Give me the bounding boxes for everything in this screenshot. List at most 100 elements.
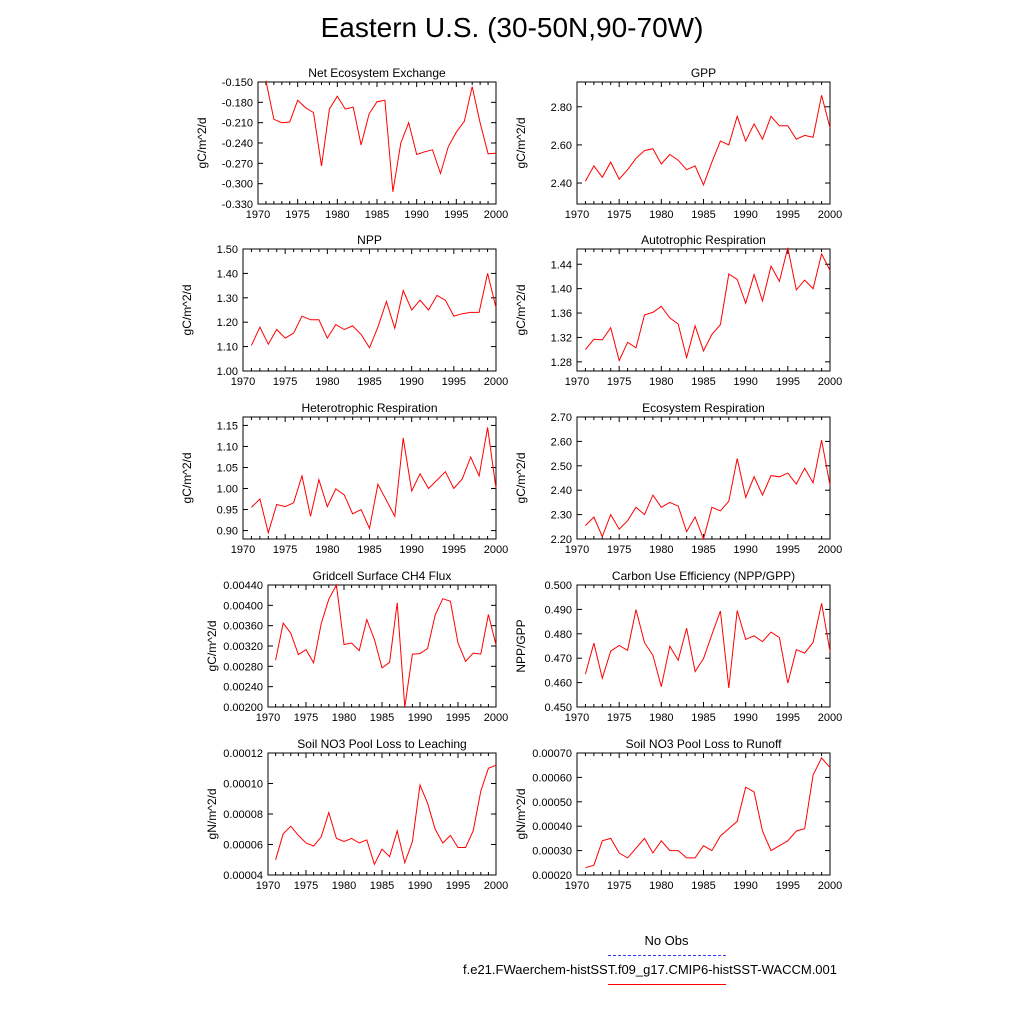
- series-line: [585, 247, 831, 363]
- y-axis-label: gC/m^2/d: [180, 285, 194, 336]
- y-axis-label: gC/m^2/d: [514, 453, 528, 504]
- y-tick-label: 0.500: [544, 580, 572, 592]
- x-tick-label: 1990: [733, 880, 757, 892]
- series-line: [265, 80, 497, 192]
- x-tick-label: 1975: [607, 544, 631, 556]
- x-tick-label: 2000: [484, 209, 508, 221]
- y-tick-label: -0.180: [222, 97, 253, 109]
- x-tick-label: 1985: [365, 209, 389, 221]
- chart-panel-3: NPP gC/m^2/d 1970 1975 1980 1985 1990 1995 2000 1…: [180, 233, 508, 388]
- chart-title: Net Ecosystem Exchange: [308, 66, 446, 80]
- x-tick-label: 1980: [649, 712, 673, 724]
- chart-title: Ecosystem Respiration: [642, 401, 765, 415]
- chart-title: NPP: [357, 233, 382, 247]
- y-tick-label: 0.00040: [532, 821, 572, 833]
- y-tick-label: 1.36: [551, 308, 572, 320]
- x-tick-label: 1975: [294, 880, 318, 892]
- y-tick-label: 1.10: [217, 441, 238, 453]
- x-tick-label: 1975: [294, 712, 318, 724]
- plot-frame: [267, 584, 497, 708]
- x-tick-label: 2000: [818, 376, 842, 388]
- series-line: [275, 583, 497, 708]
- y-tick-label: 0.00006: [223, 840, 263, 852]
- plot-frame: [242, 248, 497, 372]
- chart-panel-2: GPP gC/m^2/d 1970 1975 1980 1985 1990 1995 2000 2…: [514, 66, 842, 221]
- y-tick-label: 0.00400: [223, 600, 263, 612]
- y-tick-label: 1.00: [217, 366, 238, 378]
- y-tick-label: 0.00320: [223, 641, 263, 653]
- chart-title: Carbon Use Efficiency (NPP/GPP): [612, 569, 795, 583]
- x-tick-label: 1985: [691, 880, 715, 892]
- y-tick-label: 1.00: [217, 484, 238, 496]
- y-tick-label: 2.60: [551, 140, 572, 152]
- y-tick-label: 1.28: [551, 357, 572, 369]
- x-tick-label: 1995: [444, 209, 468, 221]
- x-tick-label: 1985: [691, 544, 715, 556]
- x-tick-label: 2000: [818, 544, 842, 556]
- x-tick-label: 1985: [691, 376, 715, 388]
- x-tick-label: 1985: [357, 544, 381, 556]
- x-tick-label: 1970: [565, 544, 589, 556]
- y-tick-label: 1.32: [551, 332, 572, 344]
- x-tick-label: 1980: [649, 880, 673, 892]
- x-tick-label: 1970: [565, 376, 589, 388]
- x-tick-label: 1980: [649, 209, 673, 221]
- y-tick-label: 1.15: [217, 420, 238, 432]
- series-line: [585, 440, 831, 541]
- x-tick-label: 1990: [408, 712, 432, 724]
- x-tick-label: 1980: [649, 544, 673, 556]
- y-tick-label: 0.00030: [532, 846, 572, 858]
- chart-panel-6: Ecosystem Respiration gC/m^2/d 1970 1975 198…: [514, 401, 842, 556]
- chart-title: Autotrophic Respiration: [641, 233, 766, 247]
- series-line: [585, 757, 831, 869]
- x-tick-label: 1985: [357, 376, 381, 388]
- y-axis-label: gC/m^2/d: [514, 285, 528, 336]
- y-axis-label: gC/m^2/d: [514, 118, 528, 169]
- y-tick-label: -0.150: [222, 77, 253, 89]
- x-tick-label: 1975: [273, 376, 297, 388]
- y-tick-label: 2.40: [551, 178, 572, 190]
- chart-panel-10: Soil NO3 Pool Loss to Runoff gN/m^2/d 1970…: [514, 737, 842, 892]
- y-tick-label: 0.90: [217, 526, 238, 538]
- y-axis-label: gC/m^2/d: [195, 118, 209, 169]
- y-tick-label: 2.30: [551, 510, 572, 522]
- y-tick-label: 0.00200: [223, 702, 263, 714]
- y-tick-label: 0.00012: [223, 748, 263, 760]
- x-tick-label: 2000: [484, 376, 508, 388]
- y-tick-label: 0.95: [217, 505, 238, 517]
- series-line: [250, 273, 497, 349]
- x-tick-label: 1970: [256, 880, 280, 892]
- x-tick-label: 1995: [776, 544, 800, 556]
- legend-obs-line: [608, 955, 726, 956]
- x-tick-label: 1995: [442, 544, 466, 556]
- series-line: [584, 95, 831, 187]
- y-tick-label: 0.00050: [532, 797, 572, 809]
- y-tick-label: 0.00070: [532, 748, 572, 760]
- y-tick-label: -0.300: [222, 179, 253, 191]
- x-tick-label: 1975: [607, 376, 631, 388]
- y-tick-label: 1.40: [217, 268, 238, 280]
- y-tick-label: 1.40: [551, 284, 572, 296]
- chart-title: GPP: [691, 66, 716, 80]
- x-tick-label: 1970: [256, 712, 280, 724]
- x-tick-label: 1985: [370, 880, 394, 892]
- x-tick-label: 1990: [733, 544, 757, 556]
- y-axis-label: gN/m^2/d: [205, 789, 219, 840]
- x-tick-label: 1970: [565, 712, 589, 724]
- y-tick-label: 0.00060: [532, 772, 572, 784]
- chart-panel-5: Heterotrophic Respiration gC/m^2/d 1970 197…: [180, 401, 508, 556]
- y-tick-label: 1.30: [217, 293, 238, 305]
- x-tick-label: 1980: [315, 544, 339, 556]
- y-tick-label: 2.70: [551, 412, 572, 424]
- y-tick-label: 0.470: [544, 653, 572, 665]
- x-tick-label: 1995: [446, 712, 470, 724]
- y-tick-label: 0.460: [544, 678, 572, 690]
- x-tick-label: 1970: [565, 880, 589, 892]
- y-tick-label: 0.00280: [223, 661, 263, 673]
- y-tick-label: 2.60: [551, 436, 572, 448]
- x-tick-label: 1975: [607, 712, 631, 724]
- x-tick-label: 1980: [649, 376, 673, 388]
- series-line: [275, 764, 497, 866]
- x-tick-label: 1990: [408, 880, 432, 892]
- x-tick-label: 1995: [442, 376, 466, 388]
